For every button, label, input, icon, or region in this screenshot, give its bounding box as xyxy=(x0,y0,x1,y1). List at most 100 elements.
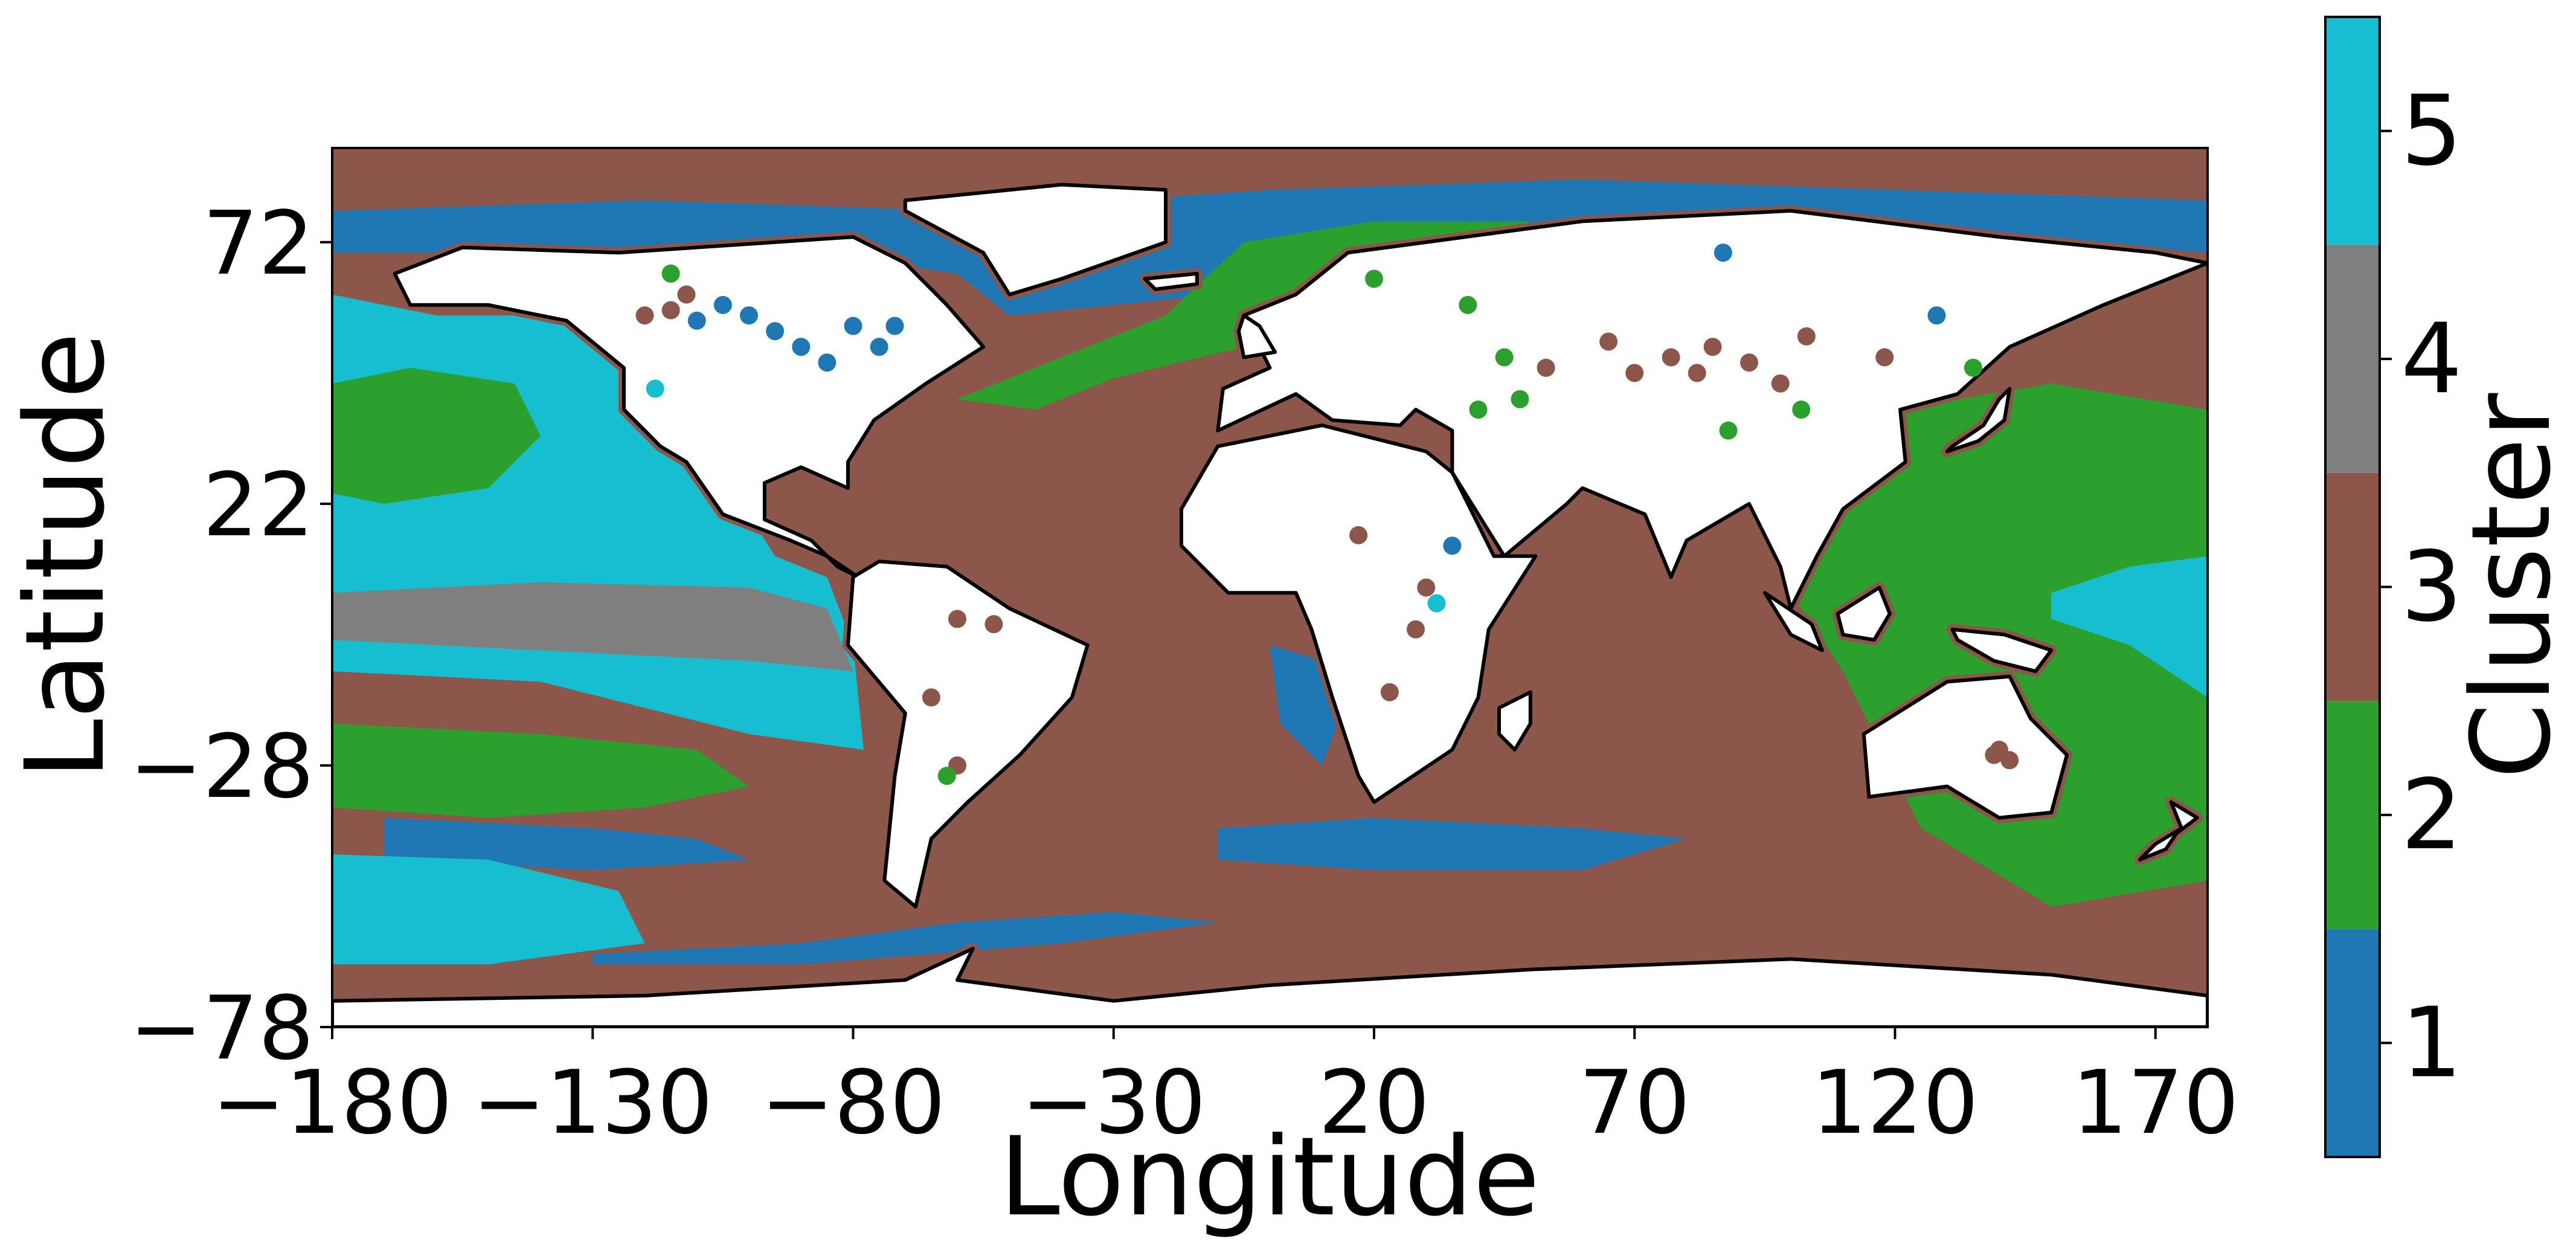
x-tick-label: −30 xyxy=(1021,1052,1206,1154)
scatter-point-22 xyxy=(1417,578,1436,597)
scatter-point-17 xyxy=(922,688,940,707)
scatter-point-38 xyxy=(1771,374,1790,393)
scatter-point-43 xyxy=(1875,348,1894,367)
region-south-pacific-blue xyxy=(384,817,749,871)
scatter-point-36 xyxy=(1688,364,1706,382)
region-south-pacific-cyan xyxy=(332,854,645,965)
scatter-point-45 xyxy=(1714,243,1732,262)
scatter-point-24 xyxy=(1407,620,1425,639)
scatter-point-33 xyxy=(1625,364,1644,382)
scatter-point-34 xyxy=(1662,348,1680,367)
y-tick-label: 22 xyxy=(202,454,314,556)
x-tick-label: −130 xyxy=(472,1052,713,1154)
coastline-great-britain xyxy=(1236,314,1277,359)
scatter-point-30 xyxy=(1511,390,1529,408)
scatter-point-32 xyxy=(1599,332,1618,351)
scatter-point-47 xyxy=(2000,751,2019,770)
scatter-point-14 xyxy=(661,264,680,283)
coastline-north-america xyxy=(393,235,986,579)
scatter-point-44 xyxy=(1964,358,1982,377)
scatter-point-20 xyxy=(1349,526,1368,544)
x-axis-label: Longitude xyxy=(999,1114,1540,1240)
scatter-point-48 xyxy=(1985,746,2003,764)
region-south-pacific-green xyxy=(332,723,749,818)
scatter-point-37 xyxy=(1740,353,1758,372)
coastline-iceland xyxy=(1143,271,1199,291)
y-axis-ticks: −78 −28 22 72 xyxy=(129,193,332,1080)
scatter-point-23 xyxy=(1427,594,1446,613)
scatter-point-21 xyxy=(1443,536,1462,555)
scatter-point-2 xyxy=(661,301,680,320)
scatter-point-29 xyxy=(1537,358,1555,377)
region-southern-ocean-blue xyxy=(593,912,1218,965)
colorbar-label: Cluster xyxy=(2449,393,2575,779)
scatter-point-19 xyxy=(937,767,956,785)
scatter-point-42 xyxy=(1927,306,1946,325)
scatter-point-35 xyxy=(1703,338,1722,356)
scatter-point-10 xyxy=(844,317,862,335)
colorbar-ticks: 1 2 3 4 5 xyxy=(2380,74,2462,1099)
colorbar-segment-1 xyxy=(2325,929,2380,1157)
coastline-madagascar xyxy=(1497,690,1532,752)
coastline-greenland xyxy=(903,182,1168,297)
scatter-point-25 xyxy=(1380,683,1399,701)
scatter-point-5 xyxy=(713,295,732,314)
scatter-point-8 xyxy=(792,338,811,356)
x-tick-label: −80 xyxy=(760,1052,945,1154)
scatter-point-31 xyxy=(1469,401,1488,419)
coastline-new-zealand xyxy=(2138,800,2199,862)
coastline-australia xyxy=(1861,674,2069,820)
scatter-point-3 xyxy=(677,285,696,304)
scatter-point-40 xyxy=(1719,421,1738,440)
scatter-point-11 xyxy=(870,338,888,356)
colorbar-segments xyxy=(2325,17,2380,1157)
coastline-south-america xyxy=(846,559,1090,909)
colorbar-segment-2 xyxy=(2325,701,2380,929)
scatter-point-26 xyxy=(1365,269,1383,288)
scatter-point-15 xyxy=(948,610,966,628)
y-tick-label: −28 xyxy=(129,716,314,818)
colorbar-segment-3 xyxy=(2325,472,2380,701)
colorbar-segment-5 xyxy=(2325,17,2380,245)
coastline-new-guinea xyxy=(1950,627,2054,674)
coastline-borneo xyxy=(1836,585,1892,642)
region-equatorial-pacific-gray xyxy=(332,582,853,672)
scatter-point-1 xyxy=(635,306,654,325)
colorbar-tick-label: 4 xyxy=(2401,302,2462,415)
scatter-point-9 xyxy=(818,353,837,372)
scatter-point-16 xyxy=(984,615,1003,634)
scatter-point-27 xyxy=(1459,295,1477,314)
y-tick-label: 72 xyxy=(202,193,314,295)
y-tick-label: −78 xyxy=(129,978,314,1080)
x-tick-label: 120 xyxy=(1811,1052,1979,1154)
colorbar-tick-label: 5 xyxy=(2401,74,2462,187)
colorbar-tick-label: 1 xyxy=(2401,986,2462,1099)
scatter-point-7 xyxy=(766,322,785,341)
region-equatorial-pacific-cyan-east xyxy=(2051,556,2208,698)
x-tick-label: 70 xyxy=(1579,1052,1691,1154)
colorbar: 1 2 3 4 5 Cluster xyxy=(2324,16,2575,1158)
region-north-pacific-green xyxy=(332,367,541,504)
coastline-africa xyxy=(1179,424,1538,804)
landmasses xyxy=(332,179,2208,1027)
scatter-point-4 xyxy=(687,311,706,330)
x-tick-label: −180 xyxy=(212,1052,452,1154)
x-axis-ticks: −180 −130 −80 −30 20 70 120 170 xyxy=(212,1027,2239,1154)
scatter-point-41 xyxy=(1792,401,1811,419)
coastline-japan xyxy=(1945,387,2012,454)
coastline-sumatra xyxy=(1762,591,1824,652)
y-axis-label: Latitude xyxy=(2,332,129,780)
coastline-antarctica xyxy=(332,947,2208,1027)
scatter-point-13 xyxy=(646,379,664,398)
colorbar-tick-label: 2 xyxy=(2401,758,2462,871)
region-indian-south-blue xyxy=(1218,817,1687,871)
x-tick-label: 170 xyxy=(2072,1052,2239,1154)
colorbar-tick-label: 3 xyxy=(2401,530,2462,643)
map-frame xyxy=(331,147,2209,1028)
scatter-point-39 xyxy=(1797,327,1816,346)
scatter-point-12 xyxy=(885,317,904,335)
colorbar-segment-4 xyxy=(2325,245,2380,473)
x-tick-label: 20 xyxy=(1319,1052,1430,1154)
map-area xyxy=(331,147,2209,1028)
